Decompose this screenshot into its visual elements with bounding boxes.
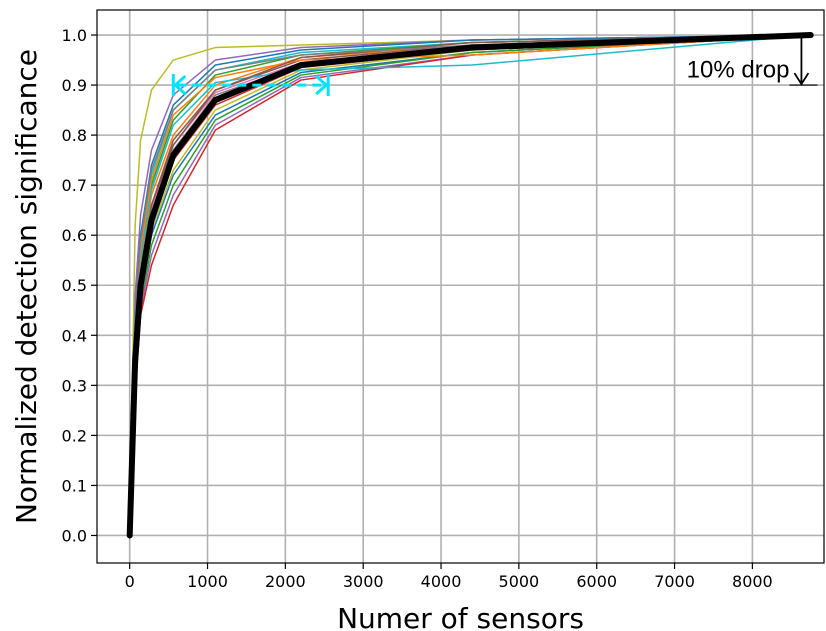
y-tick-label: 0.1	[62, 476, 87, 495]
series-line	[128, 34, 812, 537]
y-tick-label: 0.8	[62, 126, 87, 145]
drop-arrow-head	[793, 72, 810, 86]
y-axis: 0.0 0.1 0.2 0.3 0.4 0.5 0.6 0.7 0.8 0.9 1.0	[62, 26, 97, 545]
range-arrow-left-head	[173, 74, 187, 96]
x-tick-label: 8000	[732, 572, 773, 591]
y-tick-label: 0.7	[62, 176, 87, 195]
y-axis-title: Normalized detection significance	[10, 49, 43, 524]
x-tick-label: 5000	[499, 572, 540, 591]
range-arrow-right-head	[315, 74, 329, 96]
y-tick-label: 0.4	[62, 326, 87, 345]
x-tick-label: 4000	[421, 572, 462, 591]
grid	[97, 10, 824, 563]
x-axis-title: Numer of sensors	[337, 602, 584, 631]
y-tick-label: 0.6	[62, 226, 87, 245]
x-tick-label: 1000	[187, 572, 228, 591]
y-tick-label: 1.0	[62, 26, 87, 45]
annotation-layer	[171, 35, 818, 97]
x-axis: 0 1000 2000 3000 4000 5000 6000 7000 8000	[125, 563, 773, 591]
x-tick-label: 7000	[654, 572, 695, 591]
series-group	[126, 32, 814, 539]
mean-series-line	[126, 32, 814, 539]
drop-annotation-label: 10% drop	[687, 57, 790, 84]
y-tick-label: 0.9	[62, 76, 87, 95]
y-tick-label: 0.5	[62, 276, 87, 295]
y-tick-label: 0.2	[62, 426, 87, 445]
plot-frame	[96, 9, 825, 564]
series-line	[128, 34, 812, 537]
x-tick-label: 6000	[576, 572, 617, 591]
y-tick-label: 0.0	[62, 526, 87, 545]
x-tick-label: 3000	[343, 572, 384, 591]
x-tick-label: 0	[125, 572, 135, 591]
x-tick-label: 2000	[265, 572, 306, 591]
y-tick-label: 0.3	[62, 376, 87, 395]
